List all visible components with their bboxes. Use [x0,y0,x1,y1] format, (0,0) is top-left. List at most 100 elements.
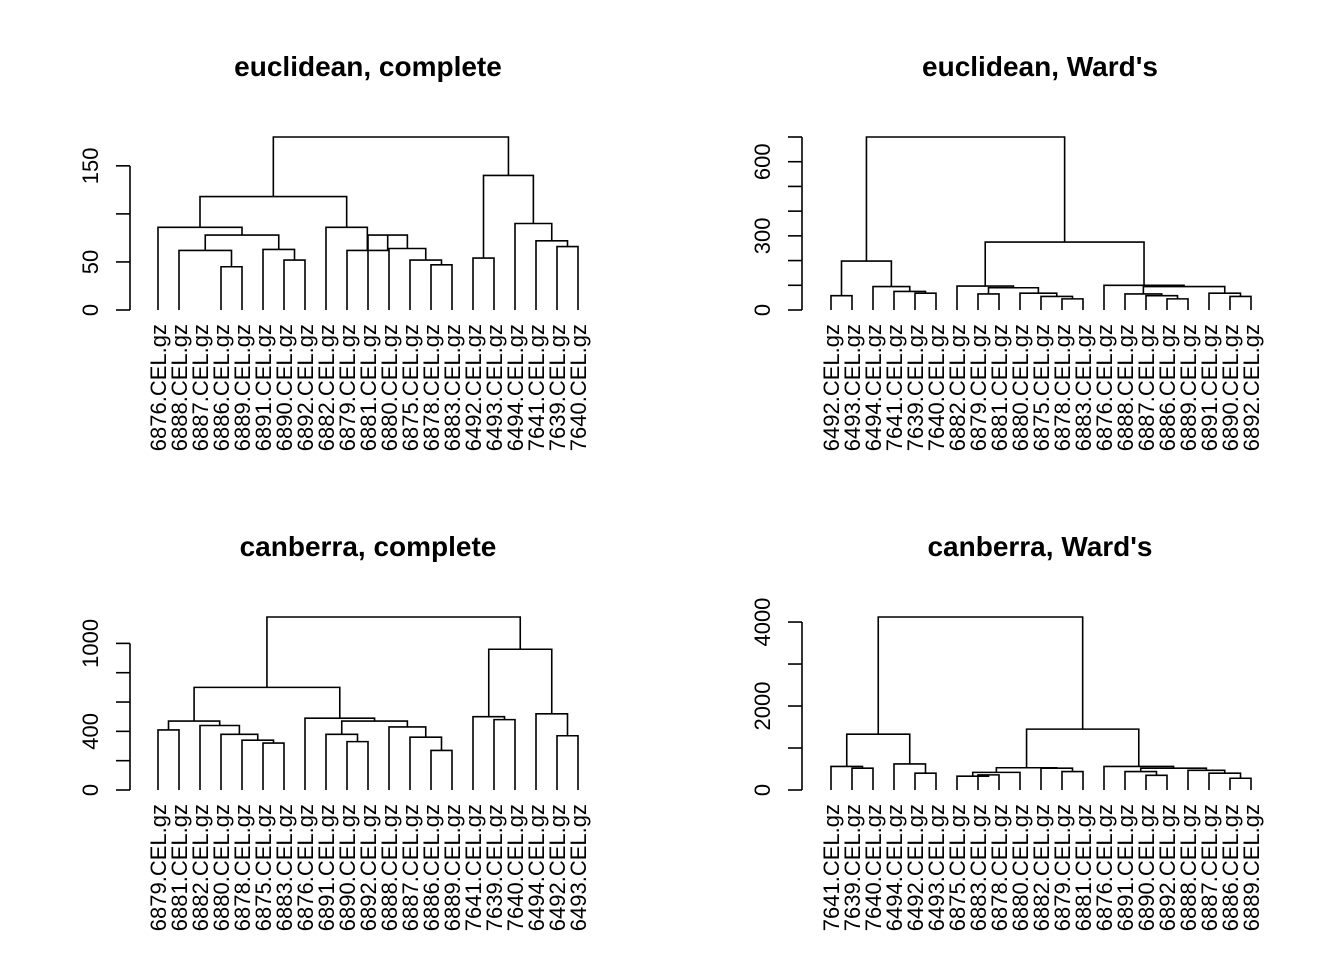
leaf-label: 6880.CEL.gz [1008,324,1033,451]
leaf-label: 6879.CEL.gz [966,324,991,451]
dendrogram-link [204,234,280,251]
dendrogram-link [977,774,1000,790]
leaf-label: 6892.CEL.gz [356,804,381,931]
leaf-label: 6883.CEL.gz [272,804,297,931]
dendrogram-link [851,767,874,790]
y-tick-label: 150 [78,147,103,184]
leaf-label: 6886.CEL.gz [419,804,444,931]
leaf-label: 6875.CEL.gz [398,324,423,451]
dendrogram-link [830,294,853,310]
dendrogram-link [241,739,275,790]
panel-title: canberra, complete [240,531,497,562]
dendrogram-link [367,234,409,310]
dendrogram-link [865,136,1066,262]
leaf-label: 6889.CEL.gz [1176,324,1201,451]
leaf-label: 6878.CEL.gz [1050,324,1075,451]
leaf-label: 6881.CEL.gz [1071,804,1096,931]
leaf-label: 6494.CEL.gz [524,804,549,931]
leaf-label: 7639.CEL.gz [903,324,928,451]
dendrogram-link [1061,298,1084,310]
leaf-label: 7640.CEL.gz [566,324,591,451]
dendrogram-link [388,247,427,310]
leaf-label: 6890.CEL.gz [272,324,297,451]
leaf-label: 6891.CEL.gz [1197,324,1222,451]
leaf-label: 6876.CEL.gz [1092,324,1117,451]
leaf-label: 6886.CEL.gz [209,324,234,451]
dendrogram-link [535,240,569,310]
dendrogram-link [914,772,937,790]
leaf-label: 6880.CEL.gz [377,324,402,451]
dendrogram-link [872,285,911,310]
leaf-label: 6889.CEL.gz [440,804,465,931]
leaf-label: 7640.CEL.gz [924,324,949,451]
leaf-label: 6494.CEL.gz [503,324,528,451]
dendrogram-link [304,717,376,790]
dendrogram-link [514,222,553,310]
leaf-label: 6879.CEL.gz [335,324,360,451]
leaf-label: 6494.CEL.gz [861,324,886,451]
y-tick-label: 50 [78,250,103,274]
y-tick-label: 400 [78,713,103,750]
leaf-label: 6881.CEL.gz [356,324,381,451]
dendrogram-link [1229,295,1252,310]
leaf-label: 7639.CEL.gz [545,324,570,451]
dendrogram-link [262,248,296,310]
leaf-label: 6887.CEL.gz [1197,804,1222,931]
leaf-label: 7641.CEL.gz [882,324,907,451]
leaf-label: 6493.CEL.gz [924,804,949,931]
dendrogram-link [1166,298,1189,310]
leaf-label: 7641.CEL.gz [461,804,486,931]
dendrogram-link [430,749,453,790]
dendrogram-link [535,712,569,790]
leaf-label: 6876.CEL.gz [1092,804,1117,931]
dendrogram-link [178,249,233,310]
leaf-label: 6889.CEL.gz [230,324,255,451]
leaf-label: 6888.CEL.gz [377,804,402,931]
leaf-label: 7641.CEL.gz [524,324,549,451]
leaf-label: 6892.CEL.gz [293,324,318,451]
dendrogram-link [482,174,535,259]
leaf-label: 7641.CEL.gz [819,804,844,931]
leaf-label: 6890.CEL.gz [1218,324,1243,451]
panel-title: canberra, Ward's [927,531,1152,562]
leaf-label: 6880.CEL.gz [209,804,234,931]
leaf-label: 6883.CEL.gz [440,324,465,451]
y-tick-label: 4000 [750,598,775,647]
dendrogram-link [1061,770,1084,790]
dendrogram-link [556,734,579,790]
leaf-label: 6888.CEL.gz [1113,324,1138,451]
dendrogram-link [346,740,369,790]
dendrogram-link [472,257,495,310]
dendrogram-link [199,724,241,790]
dendrogram-link [220,265,243,310]
panel-canberra-wards: canberra, Ward's 0 2000 4000 7641.CEL.gz763… [750,531,1264,931]
dendrogram-link [472,715,506,790]
leaf-label: 6886.CEL.gz [1218,804,1243,931]
leaf-label: 6892.CEL.gz [1239,324,1264,451]
leaf-label: 6492.CEL.gz [819,324,844,451]
leaf-label: 6493.CEL.gz [840,324,865,451]
dendrogram-link [893,763,927,790]
leaf-label: 6881.CEL.gz [987,324,1012,451]
dendrogram-link [1124,770,1158,790]
y-tick-label: 600 [750,143,775,180]
dendrogram-link [493,718,516,790]
dendrogram-link [1103,765,1175,790]
leaf-label: 6875.CEL.gz [945,804,970,931]
dendrogram-link [845,733,911,767]
leaf-label: 6493.CEL.gz [566,804,591,931]
leaf-label: 6494.CEL.gz [882,804,907,931]
dendrogram-link [1229,777,1252,790]
leaf-label: 6876.CEL.gz [293,804,318,931]
dendrogram-link [830,765,864,790]
leaf-label: 6890.CEL.gz [1134,804,1159,931]
dendrogram-link [199,195,348,228]
dendrogram-link [877,616,1084,735]
leaf-label: 6886.CEL.gz [1155,324,1180,451]
dendrogram-link [220,733,259,790]
dendrogram-link [283,259,306,310]
panel-euclidean-wards: euclidean, Ward's 0 300 600 6492.CEL.gz6493… [750,51,1264,451]
leaf-label: 6880.CEL.gz [1008,804,1033,931]
leaf-label: 6878.CEL.gz [987,804,1012,931]
